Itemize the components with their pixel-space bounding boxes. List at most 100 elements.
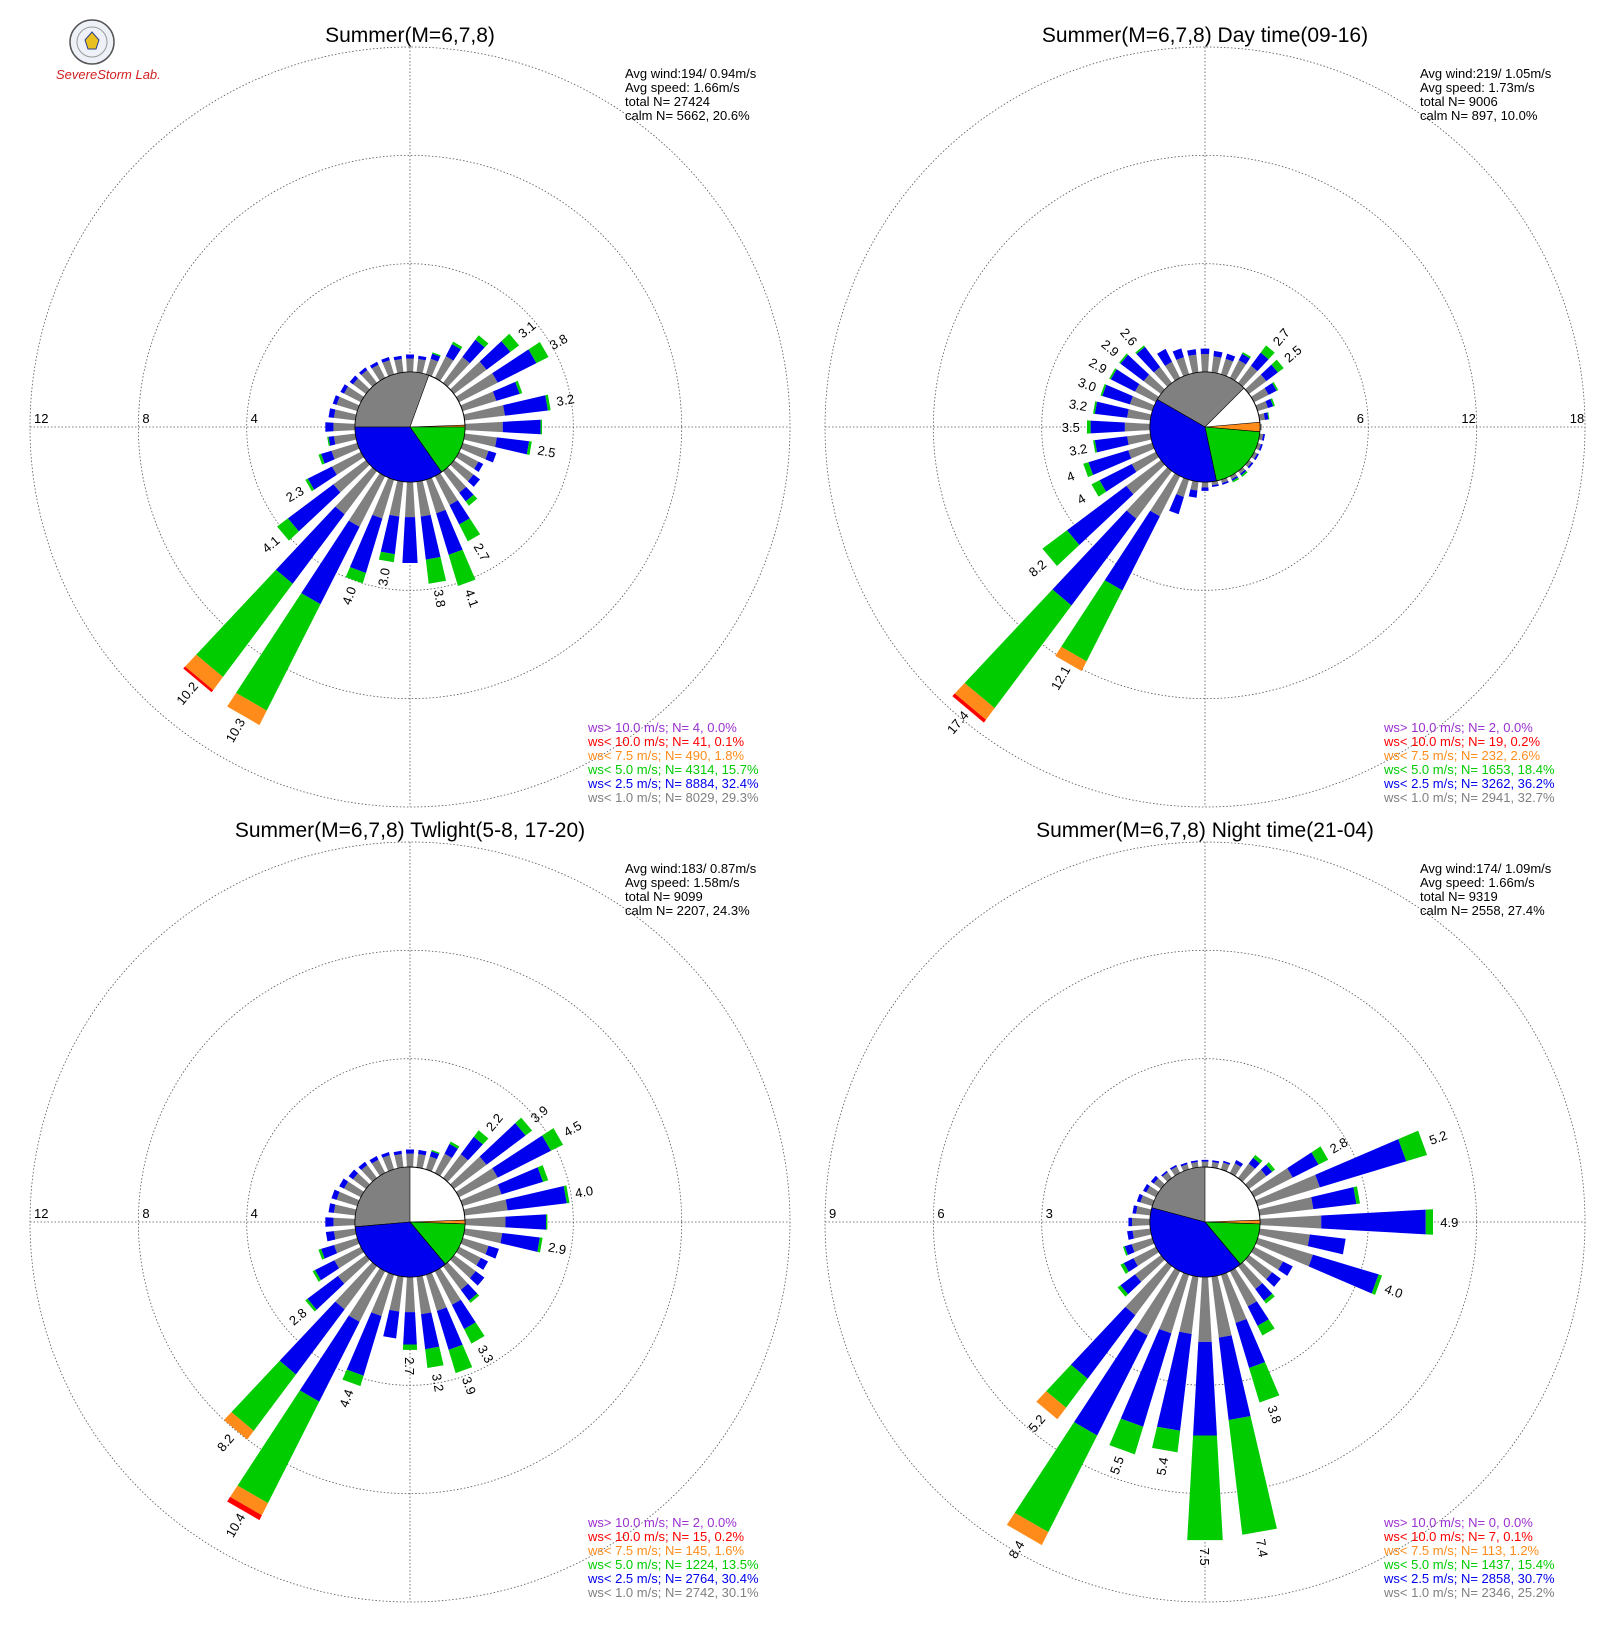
bar-segment bbox=[404, 481, 416, 518]
bar-segment bbox=[1179, 1275, 1199, 1334]
bar-segment bbox=[456, 1246, 481, 1266]
bar-segment bbox=[328, 436, 336, 446]
bar-segment bbox=[393, 355, 402, 361]
stats-line: calm N= 2558, 27.4% bbox=[1420, 903, 1545, 918]
bar-segment bbox=[432, 352, 441, 357]
calm-pie-slice bbox=[354, 1166, 411, 1228]
bar-segment bbox=[340, 384, 349, 394]
bar-segment bbox=[1164, 361, 1181, 381]
legend-entry: ws< 2.5 m/s; N= 2858, 30.7% bbox=[1383, 1571, 1555, 1586]
bar-segment bbox=[1055, 646, 1087, 672]
bar-value-label: 2.9 bbox=[547, 1240, 567, 1258]
bar-segment bbox=[1201, 481, 1209, 488]
bar-segment bbox=[1132, 1217, 1151, 1227]
bar-segment bbox=[1120, 1263, 1129, 1274]
bar-segment bbox=[1258, 1197, 1314, 1216]
bar-segment bbox=[1220, 358, 1234, 377]
bar-segment bbox=[1229, 360, 1246, 381]
bar-segment bbox=[473, 1130, 489, 1145]
bar-segment bbox=[430, 353, 441, 362]
bar-segment bbox=[1104, 510, 1160, 591]
bar-segment bbox=[416, 480, 431, 517]
bar-segment bbox=[1237, 467, 1246, 474]
bar-segment bbox=[1241, 471, 1248, 477]
bar-segment bbox=[359, 367, 368, 376]
bar-value-label: 2.9 bbox=[1098, 337, 1121, 360]
bar-value-label: 2.8 bbox=[286, 1305, 309, 1328]
bar-value-label: 7.5 bbox=[1197, 1548, 1212, 1566]
bar-segment bbox=[1267, 412, 1270, 420]
bar-segment bbox=[369, 361, 379, 369]
bar-segment bbox=[1260, 364, 1278, 382]
bar-segment bbox=[1255, 442, 1262, 451]
legend-entry: ws< 5.0 m/s; N= 4314, 15.7% bbox=[587, 762, 759, 777]
bar-segment bbox=[1124, 1244, 1135, 1256]
bar-segment bbox=[456, 1168, 498, 1198]
bar-value-label: 2.7 bbox=[402, 1357, 417, 1375]
bar-segment bbox=[1088, 450, 1132, 475]
bar-segment bbox=[1190, 1160, 1198, 1164]
stats-line: Avg wind:194/ 0.94m/s bbox=[625, 66, 757, 81]
bar-segment bbox=[1245, 374, 1267, 395]
bar-segment bbox=[328, 1203, 336, 1213]
bar-segment bbox=[382, 1155, 395, 1172]
bar-segment bbox=[331, 451, 364, 475]
bar-segment bbox=[1254, 453, 1259, 461]
bar-segment bbox=[406, 358, 414, 373]
bar-segment bbox=[1191, 1162, 1199, 1169]
bar-segment bbox=[1237, 1262, 1263, 1290]
bar-segment bbox=[1222, 1160, 1231, 1165]
bar-value-label: 2.6 bbox=[1117, 325, 1140, 348]
bar-segment bbox=[1315, 1139, 1407, 1188]
bar-segment bbox=[381, 1151, 390, 1158]
bar-segment bbox=[1188, 489, 1198, 498]
bar-segment bbox=[1176, 357, 1190, 377]
wind-rose-panel: 3 6 9 2.8 5.2 4.9 4.0 3.8 7.4 7.5 5.4 5.5 8.4 5.2 Summ… bbox=[824, 819, 1586, 1603]
bar-segment bbox=[382, 360, 395, 377]
bar-value-label: 12.1 bbox=[1048, 663, 1074, 692]
bar-segment bbox=[1146, 1185, 1159, 1198]
calm-pie-slice bbox=[354, 426, 442, 483]
bar-segment bbox=[343, 386, 364, 403]
bar-segment bbox=[450, 361, 487, 395]
legend-entry: ws< 10.0 m/s; N= 41, 0.1% bbox=[587, 734, 745, 749]
bar-value-label: 2.3 bbox=[283, 483, 306, 505]
calm-pie-slice bbox=[1156, 371, 1245, 428]
bar-segment bbox=[445, 344, 461, 361]
bar-segment bbox=[485, 450, 497, 463]
bar-segment bbox=[227, 1496, 262, 1521]
bar-segment bbox=[333, 1217, 356, 1227]
bar-segment bbox=[1211, 484, 1219, 487]
bar-segment bbox=[231, 1360, 296, 1431]
bar-segment bbox=[1255, 1283, 1273, 1301]
stats-line: total N= 27424 bbox=[625, 94, 710, 109]
bar-segment bbox=[342, 1369, 364, 1387]
bar-segment bbox=[1245, 1254, 1273, 1280]
bar-segment bbox=[1070, 1306, 1136, 1379]
bar-segment bbox=[335, 467, 378, 515]
bar-value-label: 4.1 bbox=[462, 587, 482, 609]
bar-segment bbox=[305, 1298, 317, 1312]
bar-segment bbox=[352, 378, 370, 395]
bar-segment bbox=[442, 467, 467, 493]
bar-segment bbox=[1221, 480, 1229, 485]
legend-entry: ws< 1.0 m/s; N= 2346, 25.2% bbox=[1383, 1585, 1555, 1600]
bar-segment bbox=[1119, 353, 1129, 364]
bar-segment bbox=[1129, 396, 1155, 412]
bar-value-label: 4.4 bbox=[336, 1387, 356, 1409]
calm-pie-slice bbox=[1204, 426, 1261, 482]
bar-segment bbox=[418, 1149, 427, 1156]
bar-segment bbox=[526, 441, 532, 456]
bar-segment bbox=[1245, 1169, 1267, 1190]
bar-segment bbox=[1229, 1163, 1242, 1176]
bar-segment bbox=[402, 1344, 418, 1350]
bar-segment bbox=[1251, 1168, 1293, 1198]
bar-segment bbox=[1135, 345, 1146, 355]
ring-label: 8 bbox=[142, 411, 149, 426]
bar-segment bbox=[1321, 1209, 1426, 1235]
bar-segment bbox=[1398, 1130, 1428, 1162]
bar-segment bbox=[416, 1275, 432, 1315]
bar-segment bbox=[1287, 1152, 1319, 1178]
bar-segment bbox=[1264, 383, 1277, 395]
